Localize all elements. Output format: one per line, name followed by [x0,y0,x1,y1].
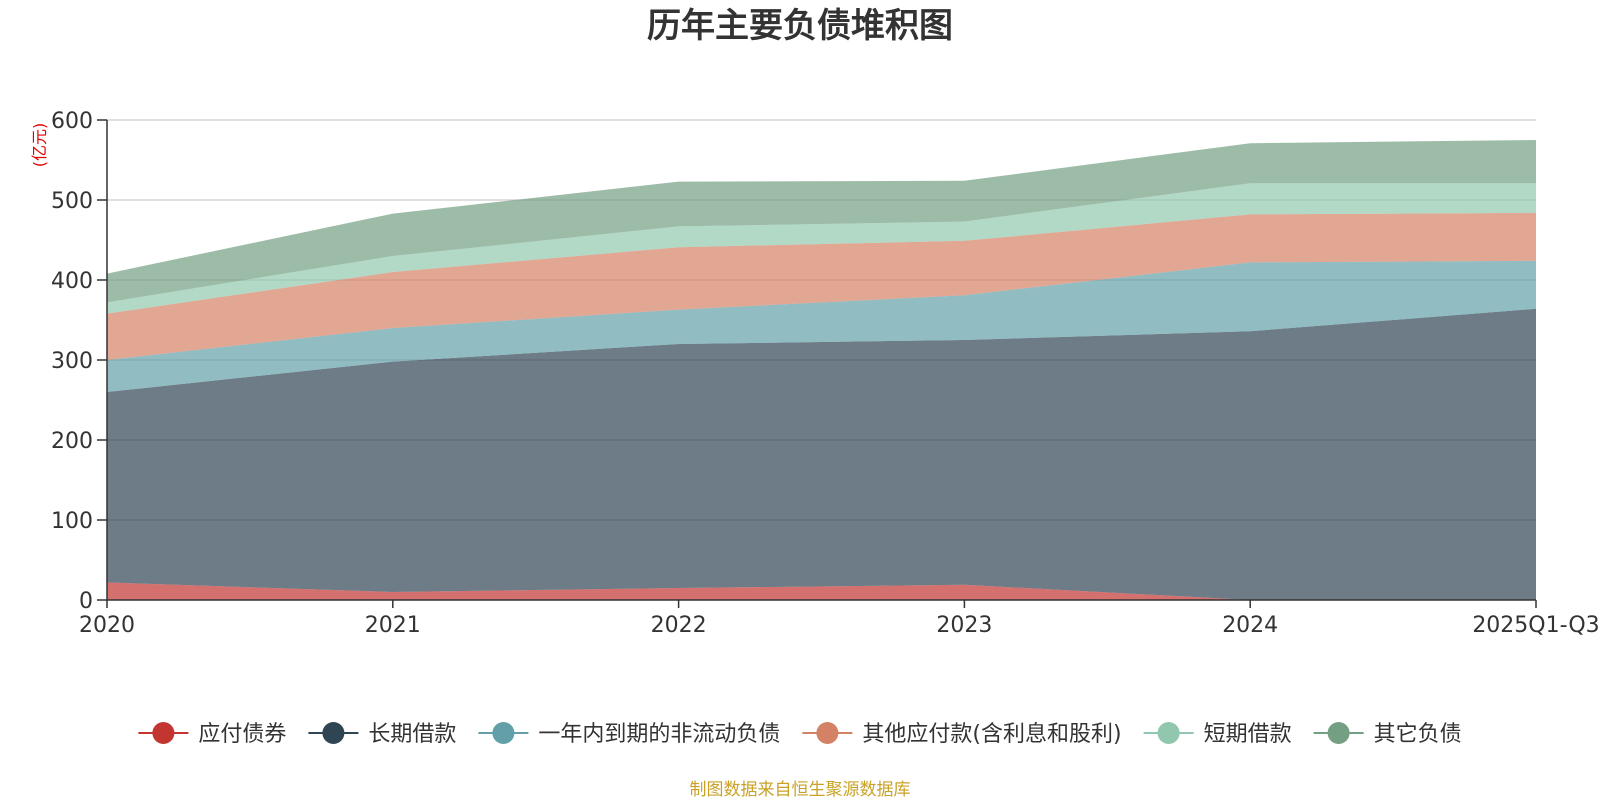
area-series-2 [107,308,1536,600]
area-series-4 [107,212,1536,360]
legend-item-5[interactable]: 短期借款 [1143,722,1292,747]
legend-item-2[interactable]: 长期借款 [308,722,456,747]
source-note: 制图数据来自恒生聚源数据库 [690,780,911,800]
legend-circle-icon [816,722,839,744]
x-tick-label: 2022 [651,613,707,638]
area-series-1 [107,582,1536,600]
legend-circle-icon [152,722,175,744]
legend-label: 一年内到期的非流动负债 [538,722,780,747]
area-series-3 [107,260,1536,392]
x-tick-label: 2025Q1-Q3 [1472,613,1599,638]
legend-circle-icon [1157,722,1180,744]
area-series-6 [107,140,1536,303]
area-series-layer [107,140,1536,600]
legend-label: 长期借款 [368,722,456,747]
x-tick-label: 2021 [365,613,421,638]
legend-circle-icon [492,722,515,744]
y-axis-unit-label: (亿元) [30,123,49,168]
legend-item-6[interactable]: 其它负债 [1313,722,1462,747]
legend-label: 应付债券 [198,722,286,747]
legend-circle-icon [1327,722,1350,744]
legend-label: 其他应付款(含利息和股利) [862,722,1121,747]
y-tick-label: 300 [51,349,93,374]
x-tick-label: 2020 [79,613,135,638]
legend-item-4[interactable]: 其他应付款(含利息和股利) [802,722,1122,747]
area-series-5 [107,183,1536,314]
y-tick-label: 200 [51,429,93,454]
legend-label: 其它负债 [1374,722,1462,747]
legend-circle-icon [322,722,345,744]
legend-item-3[interactable]: 一年内到期的非流动负债 [478,722,780,747]
legend[interactable]: 应付债券 长期借款 一年内到期的非流动负债 其他应付款(含利息和股利) 短期借款 其它负债 [138,722,1462,747]
y-tick-label: 100 [51,509,93,534]
legend-item-1[interactable]: 应付债券 [138,722,286,747]
chart-title: 历年主要负债堆积图 [647,6,953,46]
y-tick-label: 400 [51,269,93,294]
x-tick-label: 2023 [936,613,992,638]
x-tick-label: 2024 [1222,613,1278,638]
y-tick-label: 500 [51,189,93,214]
y-tick-label: 0 [79,589,93,614]
axes: 0 100 200 300 400 500 600 2020 2021 2022 2023 2024 2… [51,109,1600,638]
y-tick-label: 600 [51,109,93,134]
legend-label: 短期借款 [1204,722,1292,747]
